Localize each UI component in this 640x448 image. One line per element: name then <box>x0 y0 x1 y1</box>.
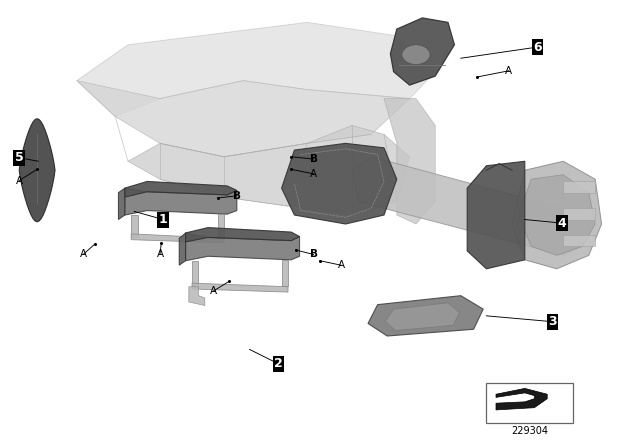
Polygon shape <box>19 119 55 222</box>
Polygon shape <box>352 157 589 255</box>
Text: 229304: 229304 <box>511 426 548 436</box>
Polygon shape <box>186 233 300 261</box>
Polygon shape <box>131 215 138 237</box>
Polygon shape <box>384 99 435 224</box>
Text: A: A <box>79 250 87 259</box>
Polygon shape <box>512 161 602 269</box>
Text: 2: 2 <box>274 357 283 370</box>
Text: 1: 1 <box>159 213 168 226</box>
Text: A: A <box>337 260 345 270</box>
Polygon shape <box>128 125 410 215</box>
Polygon shape <box>192 261 198 287</box>
Polygon shape <box>496 388 547 410</box>
Polygon shape <box>77 22 435 116</box>
Text: B: B <box>310 154 317 164</box>
Text: A: A <box>505 66 513 76</box>
Polygon shape <box>125 181 237 197</box>
Polygon shape <box>282 143 397 224</box>
Text: 4: 4 <box>557 216 566 230</box>
Text: A: A <box>156 250 164 259</box>
Text: 3: 3 <box>548 315 557 328</box>
Polygon shape <box>467 161 525 269</box>
Polygon shape <box>368 296 483 336</box>
Polygon shape <box>189 287 205 306</box>
Text: 5: 5 <box>15 151 24 164</box>
Polygon shape <box>390 18 454 85</box>
Polygon shape <box>131 234 224 243</box>
Text: A: A <box>15 176 23 185</box>
Polygon shape <box>125 188 237 215</box>
Text: B: B <box>310 250 317 259</box>
Polygon shape <box>77 81 410 157</box>
Polygon shape <box>192 283 288 292</box>
Text: A: A <box>209 286 217 296</box>
Polygon shape <box>179 233 186 265</box>
Circle shape <box>402 45 430 65</box>
Polygon shape <box>563 181 595 193</box>
Polygon shape <box>563 208 595 220</box>
Text: B: B <box>233 191 241 201</box>
Polygon shape <box>218 214 224 238</box>
Polygon shape <box>385 303 460 331</box>
Polygon shape <box>518 175 595 255</box>
Polygon shape <box>282 260 288 286</box>
Polygon shape <box>563 235 595 246</box>
Polygon shape <box>118 188 125 220</box>
Polygon shape <box>186 228 300 242</box>
Text: A: A <box>310 169 317 179</box>
FancyBboxPatch shape <box>486 383 573 423</box>
Text: 6: 6 <box>533 40 542 54</box>
